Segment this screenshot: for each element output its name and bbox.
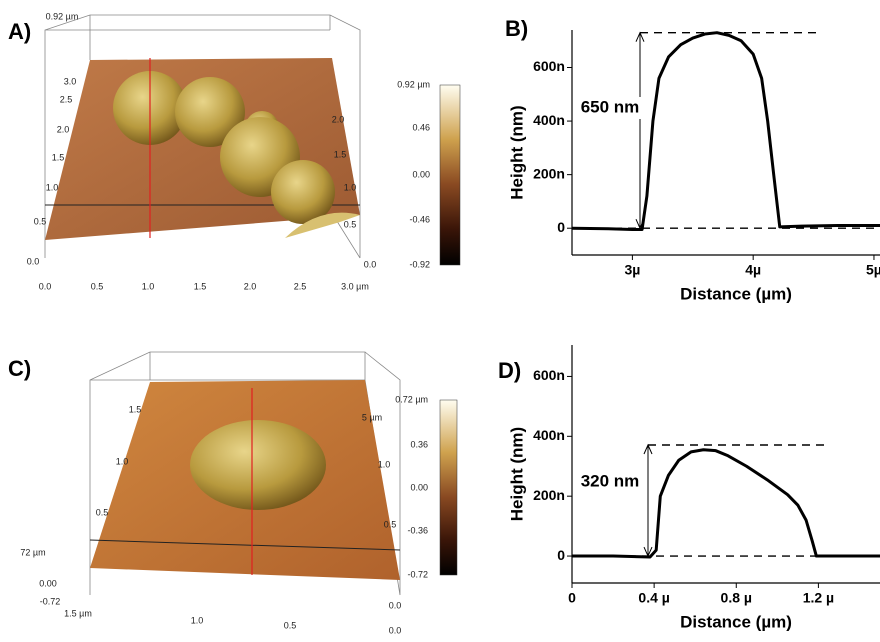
image-tick-label: -0.46 <box>409 214 430 224</box>
x-tick-label: 0.8 µ <box>721 590 752 606</box>
image-tick-label: 2.0 <box>332 114 345 124</box>
image-tick-label: 1.5 <box>52 152 65 162</box>
image-tick-label: 1.0 <box>46 182 59 192</box>
image-tick-label: 1.5 <box>334 149 347 159</box>
image-tick-label: 0.46 <box>412 122 430 132</box>
image-tick-label: 3.0 <box>64 76 77 86</box>
image-tick-label: 0.92 µm <box>46 11 79 21</box>
y-axis-label: Height (nm) <box>507 427 526 521</box>
image-tick-label: 3.0 µm <box>341 281 369 291</box>
profile <box>572 33 880 230</box>
x-tick-label: 0.4 µ <box>638 590 669 606</box>
image-tick-label: 0.5 <box>34 216 47 226</box>
image-tick-label: 0.0 <box>39 281 52 291</box>
colorbar <box>440 85 460 265</box>
y-tick-label: 0 <box>557 219 565 235</box>
image-tick-label: 0.92 µm <box>397 79 430 89</box>
x-tick-label: 1.2 µ <box>803 590 834 606</box>
annotation: 650 nm <box>581 97 640 116</box>
figure: A) B) C) D) 0.92 µm0.92 µm0.460.00-0.46-… <box>0 0 880 637</box>
image-tick-label: 1.5 <box>194 281 207 291</box>
image-tick-label: -0.36 <box>407 525 428 535</box>
annotation: 320 nm <box>581 471 640 490</box>
image-tick-label: 0.72 µm <box>395 394 428 404</box>
image-tick-label: -0.72 <box>40 596 61 606</box>
image-tick-label: 0.5 <box>384 519 397 529</box>
image-tick-label: 0.0 <box>364 259 377 269</box>
image-tick-label: 1.5 <box>129 404 142 414</box>
x-tick-label: 5µ <box>866 262 880 278</box>
image-tick-label: 0.5 <box>344 219 357 229</box>
x-tick-label: 3µ <box>624 262 640 278</box>
x-axis-label: Distance (µm) <box>680 612 792 631</box>
y-tick-label: 200n <box>533 165 565 181</box>
image-tick-label: 2.5 <box>294 281 307 291</box>
y-tick-label: 600n <box>533 367 565 383</box>
image-tick-label: 0.0 <box>389 625 402 635</box>
image-tick-label: 1.0 <box>142 281 155 291</box>
y-tick-label: 400n <box>533 427 565 443</box>
image-tick-label: 1.0 <box>378 459 391 469</box>
image-tick-label: 0.0 <box>27 256 40 266</box>
image-tick-label: 2.5 <box>60 94 73 104</box>
image-tick-label: 0.00 <box>410 482 428 492</box>
image-tick-label: 0.00 <box>39 578 57 588</box>
image-tick-label: 1.0 <box>191 615 204 625</box>
image-tick-label: -0.72 <box>407 569 428 579</box>
y-tick-label: 400n <box>533 112 565 128</box>
image-tick-label: 1.0 <box>116 456 129 466</box>
afm-image-a <box>45 15 460 265</box>
panel-label: B) <box>505 16 528 41</box>
image-tick-label: 0.5 <box>284 620 297 630</box>
particle <box>271 160 335 224</box>
colorbar <box>440 400 457 575</box>
image-tick-label: 2.0 <box>57 124 70 134</box>
profile <box>572 450 880 557</box>
y-tick-label: 600n <box>533 58 565 74</box>
image-tick-label: 0.00 <box>412 169 430 179</box>
x-tick-label: 0 <box>568 590 576 606</box>
image-tick-label: 0.0 <box>389 600 402 610</box>
image-tick-label: 0.36 <box>410 439 428 449</box>
x-tick-label: 4µ <box>745 262 761 278</box>
x-axis-label: Distance (µm) <box>680 284 792 303</box>
image-tick-label: 0.5 <box>91 281 104 291</box>
panel-label: D) <box>498 358 521 383</box>
particle <box>190 420 326 510</box>
image-tick-label: 0.5 <box>96 507 109 517</box>
image-tick-label: -0.92 <box>409 259 430 269</box>
y-axis-label: Height (nm) <box>507 105 526 199</box>
image-tick-label: 1.5 µm <box>64 608 92 618</box>
image-tick-label: 2.0 <box>244 281 257 291</box>
panel-label: C) <box>8 356 31 381</box>
afm-image-c <box>90 352 457 595</box>
panel-label: A) <box>8 19 31 44</box>
image-tick-label: 72 µm <box>20 547 45 557</box>
y-tick-label: 0 <box>557 547 565 563</box>
y-tick-label: 200n <box>533 487 565 503</box>
image-tick-label: 1.0 <box>344 182 357 192</box>
image-tick-label: 5 µm <box>362 412 382 422</box>
